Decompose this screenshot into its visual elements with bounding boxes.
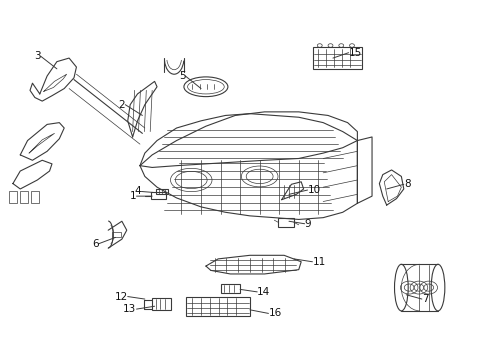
Bar xyxy=(156,189,168,194)
Bar xyxy=(9,191,17,203)
Text: 12: 12 xyxy=(115,292,128,302)
Text: 2: 2 xyxy=(119,100,125,110)
Text: 4: 4 xyxy=(135,186,142,197)
Bar xyxy=(20,191,28,203)
Text: 13: 13 xyxy=(123,304,137,314)
Text: 15: 15 xyxy=(348,48,362,58)
Bar xyxy=(186,297,250,316)
Bar xyxy=(220,284,240,293)
Text: 10: 10 xyxy=(308,185,320,195)
Text: 6: 6 xyxy=(92,239,98,249)
Text: 5: 5 xyxy=(179,71,185,81)
Text: 14: 14 xyxy=(257,287,270,297)
Text: 9: 9 xyxy=(305,219,311,229)
Text: 8: 8 xyxy=(404,179,411,189)
Text: 7: 7 xyxy=(422,294,428,304)
Text: 16: 16 xyxy=(269,309,282,318)
Text: 1: 1 xyxy=(130,191,137,201)
Bar xyxy=(151,192,166,199)
Bar xyxy=(152,298,171,310)
Bar xyxy=(278,218,294,226)
Text: 3: 3 xyxy=(34,51,41,61)
Bar xyxy=(31,191,39,203)
Bar xyxy=(314,47,362,69)
Bar xyxy=(112,231,121,237)
Text: 11: 11 xyxy=(313,257,326,267)
